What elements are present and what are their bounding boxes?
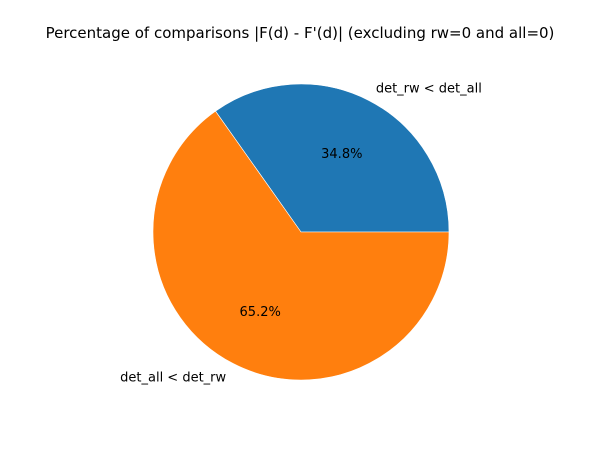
pie-pct-label-1: 65.2% [240, 305, 281, 320]
pie-category-label-1: det_all < det_rw [120, 371, 226, 386]
pie-slices [152, 83, 450, 381]
chart-title: Percentage of comparisons |F(d) - F'(d)|… [46, 24, 555, 42]
pie-slice-1 [152, 110, 450, 381]
pie-slice-0 [215, 83, 450, 233]
pie-labels: 34.8% det_rw < det_all 65.2% det_all < det_… [120, 81, 482, 385]
pie-category-label-0: det_rw < det_all [376, 81, 482, 96]
pie-pct-label-0: 34.8% [321, 147, 362, 162]
